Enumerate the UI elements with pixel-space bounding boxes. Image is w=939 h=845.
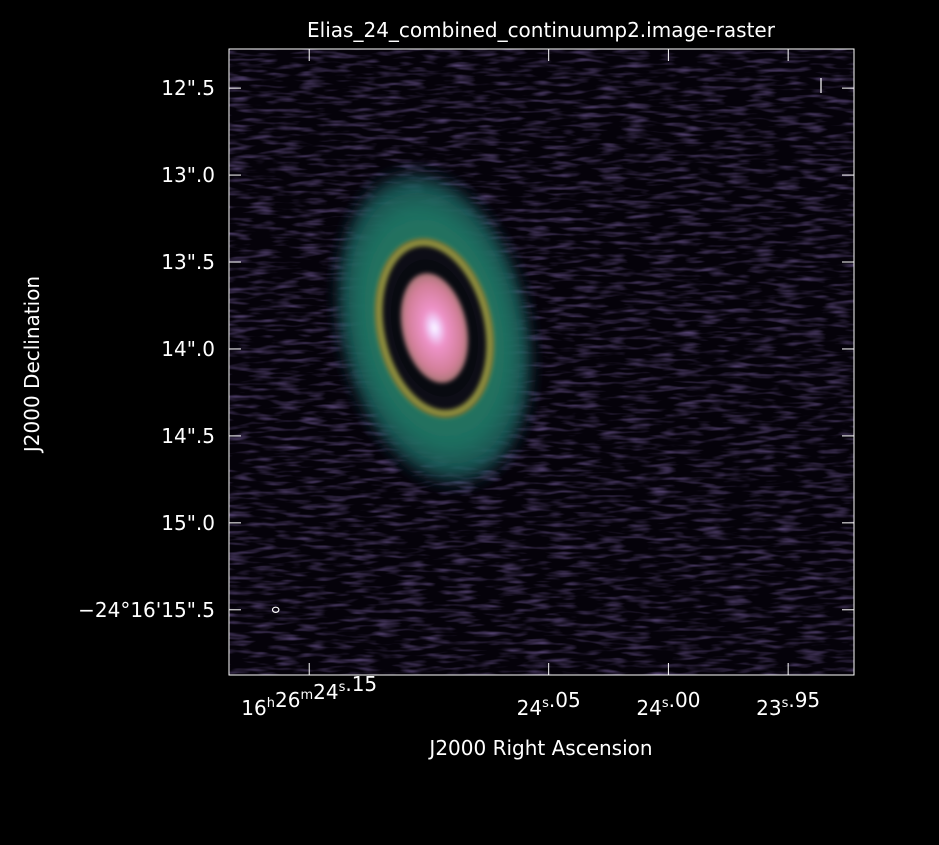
x-tick-label-3: 23s.95: [756, 688, 820, 720]
background-noise: [229, 49, 854, 675]
y-tick-label-5: 15".0: [161, 511, 215, 535]
beam-marker: [271, 606, 280, 613]
y-tick-label-6: −24°16'15".5: [78, 598, 215, 622]
x-axis: 16h26m24s.15 24s.05 24s.00 23s.95: [241, 49, 820, 720]
x-axis-label: J2000 Right Ascension: [427, 736, 652, 760]
x-tick-label-1: 24s.05: [517, 688, 581, 720]
x-tick-label-0: 16h26m24s.15: [241, 672, 377, 720]
y-tick-label-4: 14".5: [161, 424, 215, 448]
y-tick-label-1: 13".0: [161, 163, 215, 187]
x-tick-label-2: 24s.00: [636, 688, 700, 720]
y-axis: 12".5 13".0 13".5 14".0 14".5 15".0 −24°16'15"…: [78, 76, 854, 622]
bright-ring: [374, 238, 495, 418]
plot-area[interactable]: [228, 48, 855, 676]
y-tick-label-0: 12".5: [161, 76, 215, 100]
y-axis-label: J2000 Declination: [20, 276, 44, 454]
plot-frame: [228, 48, 855, 676]
source-emission: [331, 164, 538, 492]
y-tick-label-3: 14".0: [161, 337, 215, 361]
central-core: [400, 273, 469, 383]
y-tick-label-2: 13".5: [161, 250, 215, 274]
chart-title: Elias_24_combined_continuump2.image-rast…: [307, 18, 776, 42]
